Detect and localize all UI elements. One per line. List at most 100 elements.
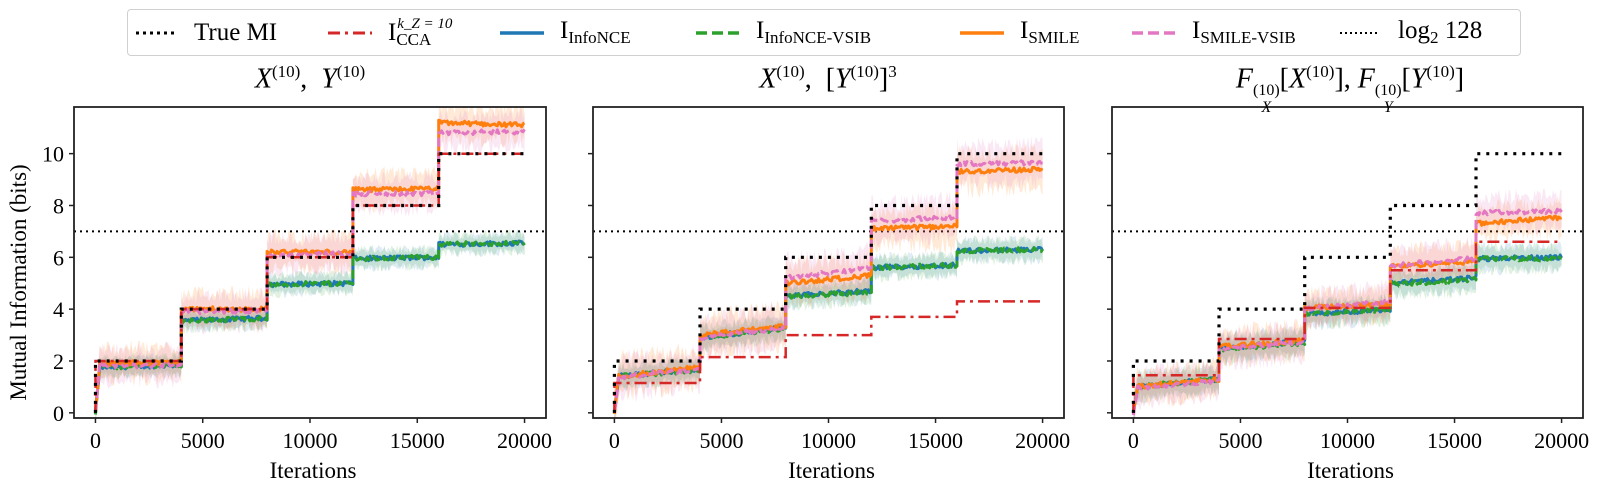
line-true-mi (93, 152, 525, 413)
panel-1-title-sep: , (300, 63, 322, 95)
panel-3-title-x-sup: (10) (1306, 62, 1335, 81)
panel-3-title-y: Y (1410, 63, 1427, 95)
legend-label-cca-sub: CCA (396, 29, 432, 49)
band-smile (95, 107, 525, 418)
legend-swatch-infonce (500, 30, 544, 35)
panel-2-title-y-sup: (10) (850, 62, 879, 81)
panel-1-title-x-sup: (10) (271, 62, 301, 81)
panel-3-title-y-sup: (10) (1426, 62, 1455, 81)
legend-label-true-mi: True MI (194, 18, 278, 46)
x-tick-label: 10000 (801, 428, 856, 453)
panel-1-title: X(10), Y(10) (150, 62, 470, 95)
x-tick-label: 20000 (497, 428, 552, 453)
panel-2-title-y: Y (835, 63, 851, 95)
plot-area (1112, 152, 1583, 418)
legend-label-smile: ISMILE (1020, 17, 1079, 48)
legend-label-infonce-main: I (560, 17, 569, 44)
x-tick-label: 0 (1128, 428, 1139, 453)
x-tick-label: 15000 (390, 428, 445, 453)
legend-label-log2-128: log2 128 (1398, 17, 1482, 48)
legend-label-cca: ICCAk_Z = 10 (388, 16, 452, 50)
band-smile-vsib (95, 108, 525, 418)
legend-label-infonce-vsib: IInfoNCE-VSIB (756, 17, 871, 48)
legend-label-smile-vsib-main: I (1192, 17, 1201, 44)
panel-2-title-bracket: ] (878, 63, 889, 95)
legend-label-infonce-vsib-main: I (756, 17, 765, 44)
legend-label-log2-tail: 128 (1438, 17, 1483, 44)
x-tick-label: 5000 (699, 428, 743, 453)
legend-label-infonce: IInfoNCE (560, 17, 631, 48)
legend-label-smile-vsib-sub: SMILE-VSIB (1200, 28, 1296, 47)
panel-2-title-power: 3 (888, 62, 897, 81)
legend-item-smile: ISMILE (960, 10, 1079, 55)
x-tick-label: 15000 (1427, 428, 1482, 453)
legend-label-smile-vsib: ISMILE-VSIB (1192, 17, 1296, 48)
band-infonce (1133, 240, 1562, 418)
y-tick-label: 4 (53, 297, 64, 322)
legend-label-infonce-sub: InfoNCE (568, 28, 631, 47)
panel-2-title-x: X (759, 63, 777, 95)
legend-label-infonce-vsib-sub: InfoNCE-VSIB (764, 28, 872, 47)
panel-2-title-x-sup: (10) (776, 62, 805, 81)
x-tick-label: 0 (609, 428, 620, 453)
panel-1: 0 5000 10000 15000 20000 0 2 4 6 8 10 Iterations Mut… (6, 106, 552, 483)
panel-3-title-fy: F (1357, 63, 1375, 95)
panel-3-title-x: X (1289, 63, 1307, 95)
x-axis-label: Iterations (788, 458, 875, 483)
panel-3-title-fy-sup: (10) (1374, 82, 1402, 100)
panel-1-title-y-sup: (10) (336, 62, 366, 81)
legend-item-cca: ICCAk_Z = 10 (328, 10, 452, 55)
legend-label-smile-main: I (1020, 17, 1029, 44)
legend-label-cca-sup: k_Z = 10 (397, 15, 453, 32)
legend-swatch-cca (328, 31, 372, 34)
x-axis-label: Iterations (270, 458, 357, 483)
x-tick-label: 5000 (181, 428, 225, 453)
legend-item-true-mi: True MI (134, 10, 277, 55)
panel-1-title-x: X (254, 63, 272, 95)
line-cca (613, 300, 1043, 413)
legend: True MI ICCAk_Z = 10 IInfoNCE IInfoNCE-V… (127, 9, 1521, 56)
band-smile-vsib (614, 136, 1043, 418)
panel-3-title-fx-sub: X (1261, 99, 1272, 117)
legend-label-cca-main: I (388, 18, 397, 46)
y-tick-label: 10 (42, 142, 64, 167)
x-tick-label: 15000 (908, 428, 963, 453)
panel-3: 0 5000 10000 15000 20000 Iterations (1107, 106, 1589, 483)
legend-swatch-true-mi (136, 31, 176, 34)
panel-1-title-y: Y (321, 63, 337, 95)
y-tick-label: 0 (53, 401, 64, 426)
x-tick-label: 0 (90, 428, 101, 453)
line-true-mi (612, 152, 1043, 413)
legend-item-infonce: IInfoNCE (500, 10, 631, 55)
y-axis-label: Mutual Information (bits) (6, 164, 31, 400)
legend-swatch-infonce-vsib (696, 30, 740, 35)
plot-area (74, 107, 546, 418)
y-tick-label: 8 (53, 193, 64, 218)
x-tick-label: 10000 (283, 428, 338, 453)
x-axis-label: Iterations (1307, 458, 1394, 483)
legend-swatch-smile-vsib (1132, 30, 1176, 35)
panel-3-title-fy-sub: Y (1383, 99, 1393, 117)
y-tick-label: 2 (53, 349, 64, 374)
legend-label-log2-sub: 2 (1429, 28, 1439, 47)
x-tick-label: 20000 (1015, 428, 1070, 453)
panel-3-title: F (10) X [X(10)], F (10) Y [Y(10)] (1235, 62, 1465, 117)
panel-2-title-sep: , [ (804, 63, 836, 95)
legend-item-infonce-vsib: IInfoNCE-VSIB (696, 10, 871, 55)
line-smile-vsib (612, 159, 1043, 412)
plot-area (593, 136, 1064, 418)
panel-3-title-fx: F (1235, 63, 1254, 95)
panel-2: 0 5000 10000 15000 20000 Iterations (588, 106, 1070, 483)
line-true-mi (1131, 152, 1562, 413)
line-smile (612, 165, 1044, 415)
line-cca (1132, 240, 1562, 413)
x-tick-label: 10000 (1320, 428, 1375, 453)
legend-label-smile-sub: SMILE (1028, 28, 1080, 47)
line-infonce-vsib (612, 246, 1044, 411)
x-tick-label: 5000 (1218, 428, 1262, 453)
band-infonce-vsib (1133, 241, 1562, 418)
x-tick-label: 20000 (1534, 428, 1589, 453)
legend-label-log2-main: log (1398, 17, 1430, 44)
legend-item-smile-vsib: ISMILE-VSIB (1132, 10, 1296, 55)
